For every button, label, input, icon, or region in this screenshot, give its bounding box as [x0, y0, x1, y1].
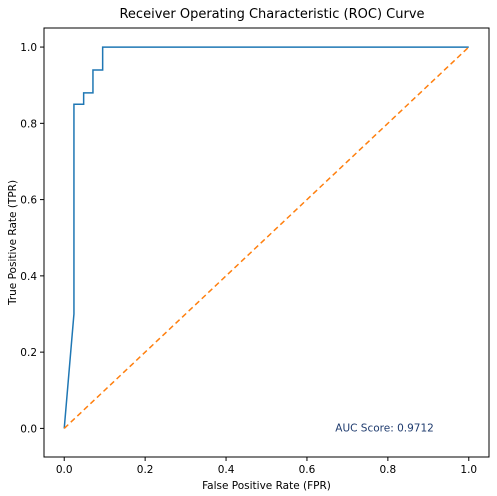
x-tick-label: 1.0	[460, 464, 477, 476]
chance-diagonal-line	[63, 46, 470, 429]
x-tick-label: 0.2	[137, 464, 154, 476]
y-tick-label: 1.0	[20, 42, 37, 54]
x-axis-label: False Positive Rate (FPR)	[202, 480, 331, 492]
y-tick-label: 0.6	[20, 195, 37, 207]
x-axis-ticks: 0.0 0.2 0.4 0.6 0.8 1.0	[56, 457, 477, 476]
x-tick-label: 0.6	[299, 464, 316, 476]
y-tick-label: 0.2	[20, 347, 37, 359]
x-tick-label: 0.8	[380, 464, 397, 476]
y-axis-ticks: 0.0 0.2 0.4 0.6 0.8 1.0	[20, 42, 44, 435]
chart-title: Receiver Operating Characteristic (ROC) …	[119, 7, 424, 22]
y-tick-label: 0.8	[20, 118, 37, 130]
plot-area	[63, 46, 470, 429]
y-tick-label: 0.4	[20, 271, 37, 283]
x-tick-label: 0.4	[218, 464, 235, 476]
roc-curve-line	[63, 46, 469, 429]
y-axis-label: True Positive Rate (TPR)	[7, 180, 19, 306]
x-tick-label: 0.0	[56, 464, 73, 476]
auc-score-annotation: AUC Score: 0.9712	[335, 422, 434, 434]
y-tick-label: 0.0	[20, 423, 37, 435]
plot-frame	[43, 27, 490, 458]
